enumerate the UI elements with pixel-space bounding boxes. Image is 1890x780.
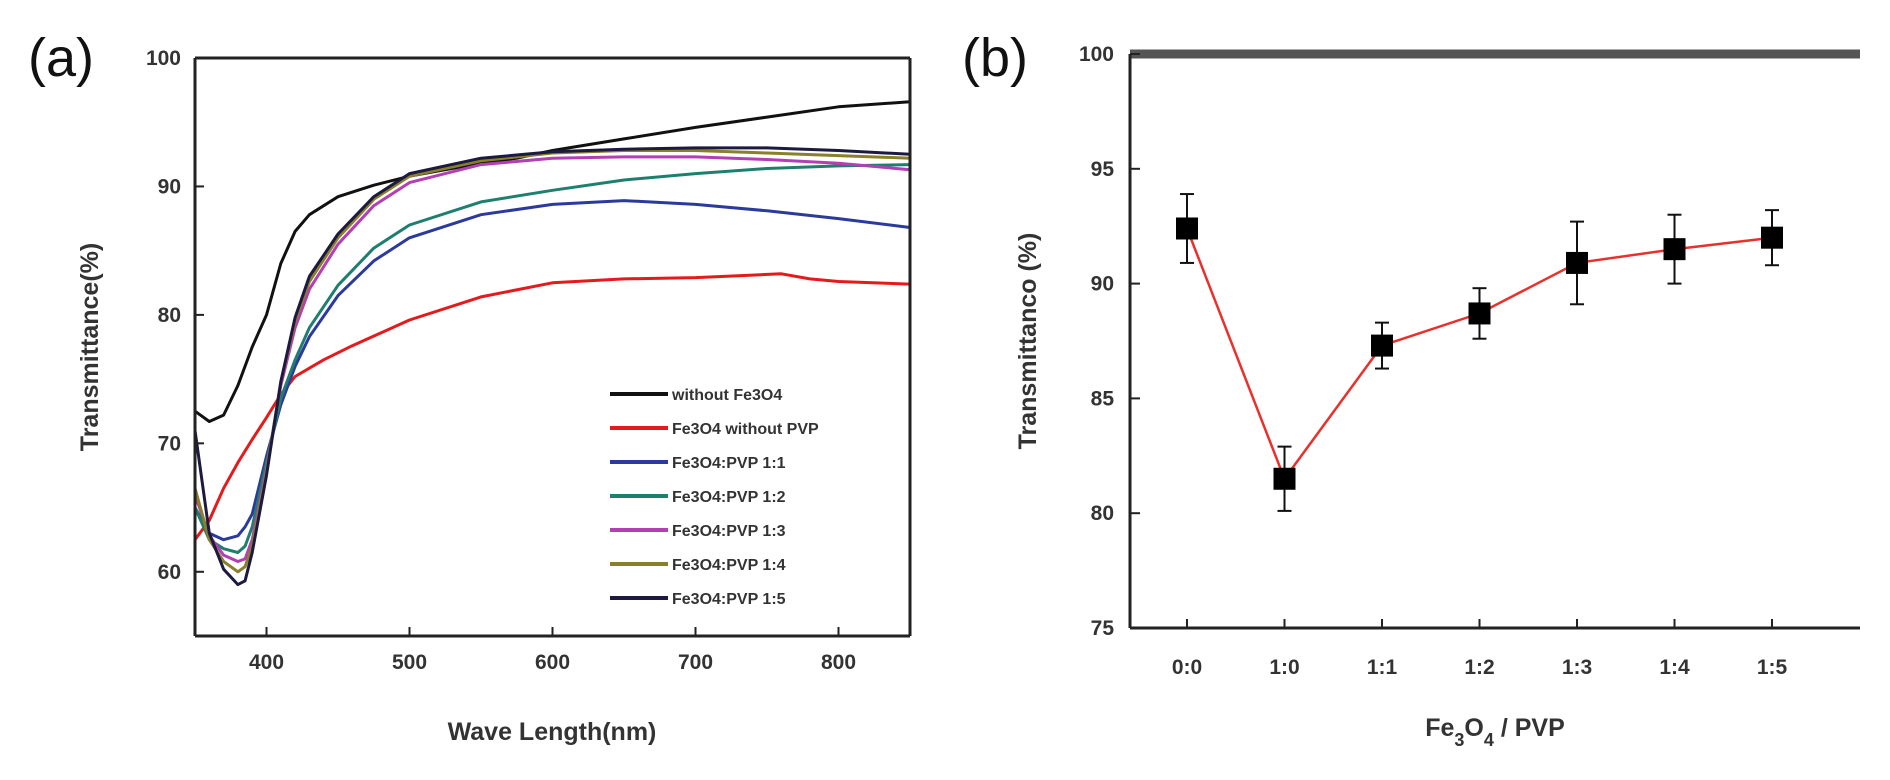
chart-b-y-tick-label: 100 (1079, 43, 1114, 66)
chart-b-x-tick-label: 1:2 (1464, 656, 1494, 679)
chart-b-x-label-sub-4: 4 (1484, 730, 1494, 750)
chart-b-point (1761, 226, 1783, 249)
chart-a-y-tick-label: 100 (146, 47, 181, 70)
chart-b-x-label-sub-3: 3 (1454, 730, 1464, 750)
chart-a-series-6 (193, 149, 911, 574)
chart-b-point (1273, 467, 1296, 490)
chart-b-point (1176, 217, 1198, 240)
chart-b-x-tick-label: 1:0 (1269, 656, 1299, 679)
chart-b-data (1176, 193, 1783, 512)
chart-a-legend-label: Fe3O4:PVP 1:4 (672, 557, 786, 574)
chart-b-x-label-o: O (1464, 714, 1483, 742)
chart-a-series-5 (193, 155, 911, 563)
chart-a-legend: without Fe3O4 Fe3O4 without PVP Fe3O4:PVP … (610, 387, 819, 608)
chart-b-y-label: Transmittanco (%) (1014, 233, 1042, 450)
chart-b-point (1371, 334, 1393, 357)
chart-a-y-tick-label: 60 (158, 561, 181, 584)
chart-a-legend-label: without Fe3O4 (671, 387, 782, 404)
chart-b-y-tick-label: 80 (1091, 502, 1114, 525)
chart-b-y-tick-label: 75 (1091, 617, 1115, 640)
chart-b-x-tick-label: 1:1 (1367, 656, 1398, 679)
chart-a-legend-label: Fe3O4:PVP 1:2 (672, 489, 786, 506)
chart-a-y-tick-label: 70 (158, 432, 181, 455)
chart-a-series-4 (193, 163, 911, 554)
chart-b-x-tick-label: 1:4 (1659, 656, 1690, 679)
chart-a-series-2 (193, 272, 911, 541)
chart-b-ticks: 75 80 85 90 95 100 0:0 1:0 1:1 1:2 1:3 1:4 1:5 (1079, 43, 1788, 679)
chart-a-legend-label: Fe3O4 without PVP (672, 421, 819, 438)
chart-b-x-tick-label: 0:0 (1172, 656, 1202, 679)
chart-a-x-label: Wave Length(nm) (448, 718, 657, 746)
chart-b-x-label-fe: Fe (1425, 714, 1454, 742)
chart-a-x-tick-label: 800 (821, 651, 856, 674)
chart-a-series-3 (193, 199, 911, 542)
chart-a-series-1 (194, 100, 911, 423)
chart-a: 400 500 600 700 800 60 70 80 90 100 Wave Length(n… (76, 47, 912, 746)
chart-a-x-tick-label: 400 (249, 651, 284, 674)
chart-b-frame (1128, 49, 1860, 630)
chart-a-ticks: 400 500 600 700 800 60 70 80 90 100 (146, 47, 856, 674)
chart-b-x-label-pvp: / PVP (1494, 714, 1565, 742)
chart-b-x-label: Fe3O4 / PVP (1425, 714, 1565, 750)
panel-label-b: (b) (962, 28, 1028, 88)
panel-label-a: (a) (28, 28, 94, 88)
chart-a-legend-label: Fe3O4:PVP 1:1 (672, 455, 786, 472)
chart-a-y-tick-label: 80 (158, 304, 181, 327)
chart-a-legend-label: Fe3O4:PVP 1:3 (672, 523, 786, 540)
chart-a-y-tick-label: 90 (158, 175, 181, 198)
chart-b-point (1566, 251, 1588, 274)
chart-b-point (1468, 302, 1491, 325)
chart-b-line (1185, 228, 1773, 482)
chart-b: 75 80 85 90 95 100 0:0 1:0 1:1 1:2 1:3 1:4 1:5 Fe3O4… (1014, 43, 1860, 750)
chart-a-x-tick-label: 500 (392, 651, 427, 674)
chart-b-x-tick-label: 1:5 (1757, 656, 1788, 679)
chart-a-legend-label: Fe3O4:PVP 1:5 (672, 591, 786, 608)
chart-b-point (1663, 238, 1686, 261)
chart-a-series-group (193, 100, 911, 587)
chart-a-y-label: Transmittance(%) (76, 243, 104, 451)
chart-b-y-tick-label: 85 (1091, 387, 1115, 410)
chart-a-x-tick-label: 600 (535, 651, 570, 674)
chart-a-x-tick-label: 700 (678, 651, 713, 674)
chart-b-y-tick-label: 95 (1091, 158, 1115, 181)
chart-a-frame (193, 56, 912, 638)
chart-a-series-7 (193, 146, 911, 587)
chart-b-x-tick-label: 1:3 (1562, 656, 1592, 679)
chart-b-y-tick-label: 90 (1091, 273, 1114, 296)
